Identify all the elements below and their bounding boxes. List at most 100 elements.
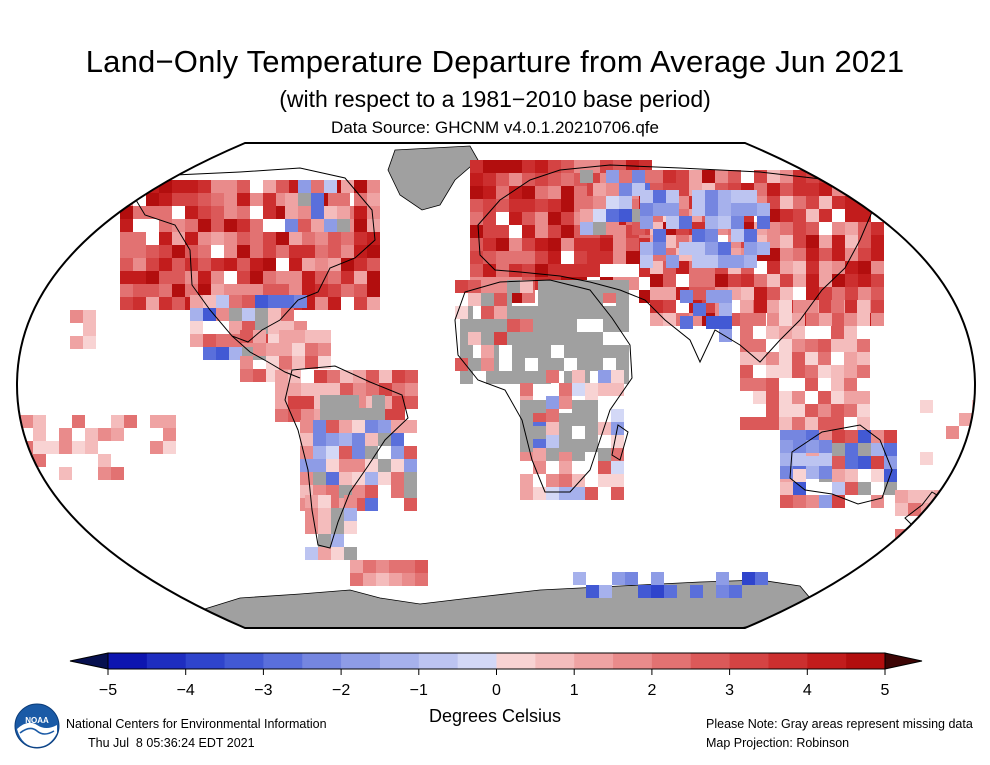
anomaly-cell — [779, 365, 792, 378]
anomaly-cell — [367, 193, 380, 206]
anomaly-cell — [676, 196, 689, 209]
anomaly-cell — [494, 293, 507, 306]
anomaly-cell — [793, 274, 806, 287]
anomaly-cell — [780, 440, 793, 453]
anomaly-cell — [626, 277, 639, 290]
anomaly-cell — [832, 235, 845, 248]
anomaly-cell — [337, 219, 350, 232]
anomaly-cell — [313, 472, 326, 485]
anomaly-cell — [616, 358, 629, 371]
anomaly-cell — [819, 440, 832, 453]
anomaly-cell — [651, 585, 664, 598]
anomaly-cell — [483, 173, 496, 186]
anomaly-cell — [780, 170, 793, 183]
anomaly-cell — [237, 193, 250, 206]
anomaly-cell — [211, 193, 224, 206]
anomaly-cell — [564, 319, 577, 332]
anomaly-cell — [315, 245, 328, 258]
anomaly-cell — [224, 206, 237, 219]
anomaly-cell — [780, 261, 793, 274]
anomaly-cell — [224, 232, 237, 245]
anomaly-cell — [159, 245, 172, 258]
anomaly-cell — [611, 370, 624, 383]
anomaly-cell — [719, 303, 732, 316]
anomaly-cell — [580, 196, 593, 209]
anomaly-cell — [663, 313, 676, 326]
anomaly-cell — [600, 290, 613, 303]
anomaly-cell — [676, 170, 689, 183]
anomaly-cell — [740, 365, 753, 378]
africa-outline — [454, 279, 633, 493]
anomaly-cell — [298, 219, 311, 232]
anomaly-cell — [185, 193, 198, 206]
anomaly-cell — [404, 420, 417, 433]
anomaly-cell — [806, 209, 819, 222]
anomaly-cell — [352, 446, 365, 459]
anomaly-cell — [538, 319, 551, 332]
noaa-logo: NOAA — [14, 703, 60, 749]
anomaly-cell — [313, 485, 326, 498]
anomaly-cell — [766, 404, 779, 417]
anomaly-cell — [574, 186, 587, 199]
anomaly-cell — [198, 180, 211, 193]
anomaly-cell — [780, 482, 793, 495]
anomaly-cell — [533, 426, 546, 439]
anomaly-cell — [587, 264, 600, 277]
anomaly-cell — [354, 271, 367, 284]
anomaly-cell — [525, 332, 538, 345]
anomaly-cell — [470, 186, 483, 199]
anomaly-cell — [679, 242, 692, 255]
anomaly-cell — [315, 271, 328, 284]
scale-low-arrow — [69, 652, 109, 670]
anomaly-cell — [315, 232, 328, 245]
anomaly-cell — [832, 313, 845, 326]
anomaly-cell — [690, 585, 703, 598]
anomaly-cell — [365, 498, 378, 511]
anomaly-cell — [279, 343, 292, 356]
anomaly-cell — [367, 232, 380, 245]
anomaly-cell — [203, 334, 216, 347]
anomaly-cell — [832, 469, 845, 482]
anomaly-cell — [331, 521, 344, 534]
scale-tick-label: 1 — [570, 682, 579, 699]
anomaly-cell — [779, 326, 792, 339]
anomaly-cell — [744, 255, 757, 268]
anomaly-cell — [146, 284, 159, 297]
scale-swatch — [379, 653, 420, 669]
anomaly-cell — [793, 183, 806, 196]
anomaly-cell — [20, 415, 33, 428]
anomaly-cell — [255, 295, 268, 308]
anomaly-cell — [520, 474, 533, 487]
anomaly-cell — [481, 306, 494, 319]
anomaly-cell — [211, 219, 224, 232]
anomaly-cell — [289, 284, 302, 297]
anomaly-cell — [366, 370, 379, 383]
anomaly-cell — [311, 180, 324, 193]
anomaly-cell — [481, 358, 494, 371]
anomaly-cell — [692, 229, 705, 242]
anomaly-cell — [792, 313, 805, 326]
anomaly-cell — [626, 251, 639, 264]
anomaly-cell — [559, 461, 572, 474]
anomaly-cell — [780, 430, 793, 443]
anomaly-cell — [328, 297, 341, 310]
anomaly-cell — [844, 313, 857, 326]
anomaly-cell — [590, 358, 603, 371]
anomaly-cell — [551, 293, 564, 306]
anomaly-cell — [352, 459, 365, 472]
anomaly-cell — [190, 321, 203, 334]
anomaly-cell — [946, 426, 959, 439]
anomaly-cell — [702, 274, 715, 287]
anomaly-cell — [572, 439, 585, 452]
anomaly-cell — [666, 203, 679, 216]
anomaly-cell — [522, 290, 535, 303]
anomaly-cell — [535, 199, 548, 212]
anomaly-cell — [172, 258, 185, 271]
anomaly-cell — [740, 352, 753, 365]
anomaly-cell — [159, 206, 172, 219]
anomaly-cell — [626, 160, 639, 173]
anomaly-cell — [561, 264, 574, 277]
anomaly-cell — [289, 232, 302, 245]
anomaly-cell — [311, 206, 324, 219]
anomaly-cell — [159, 297, 172, 310]
